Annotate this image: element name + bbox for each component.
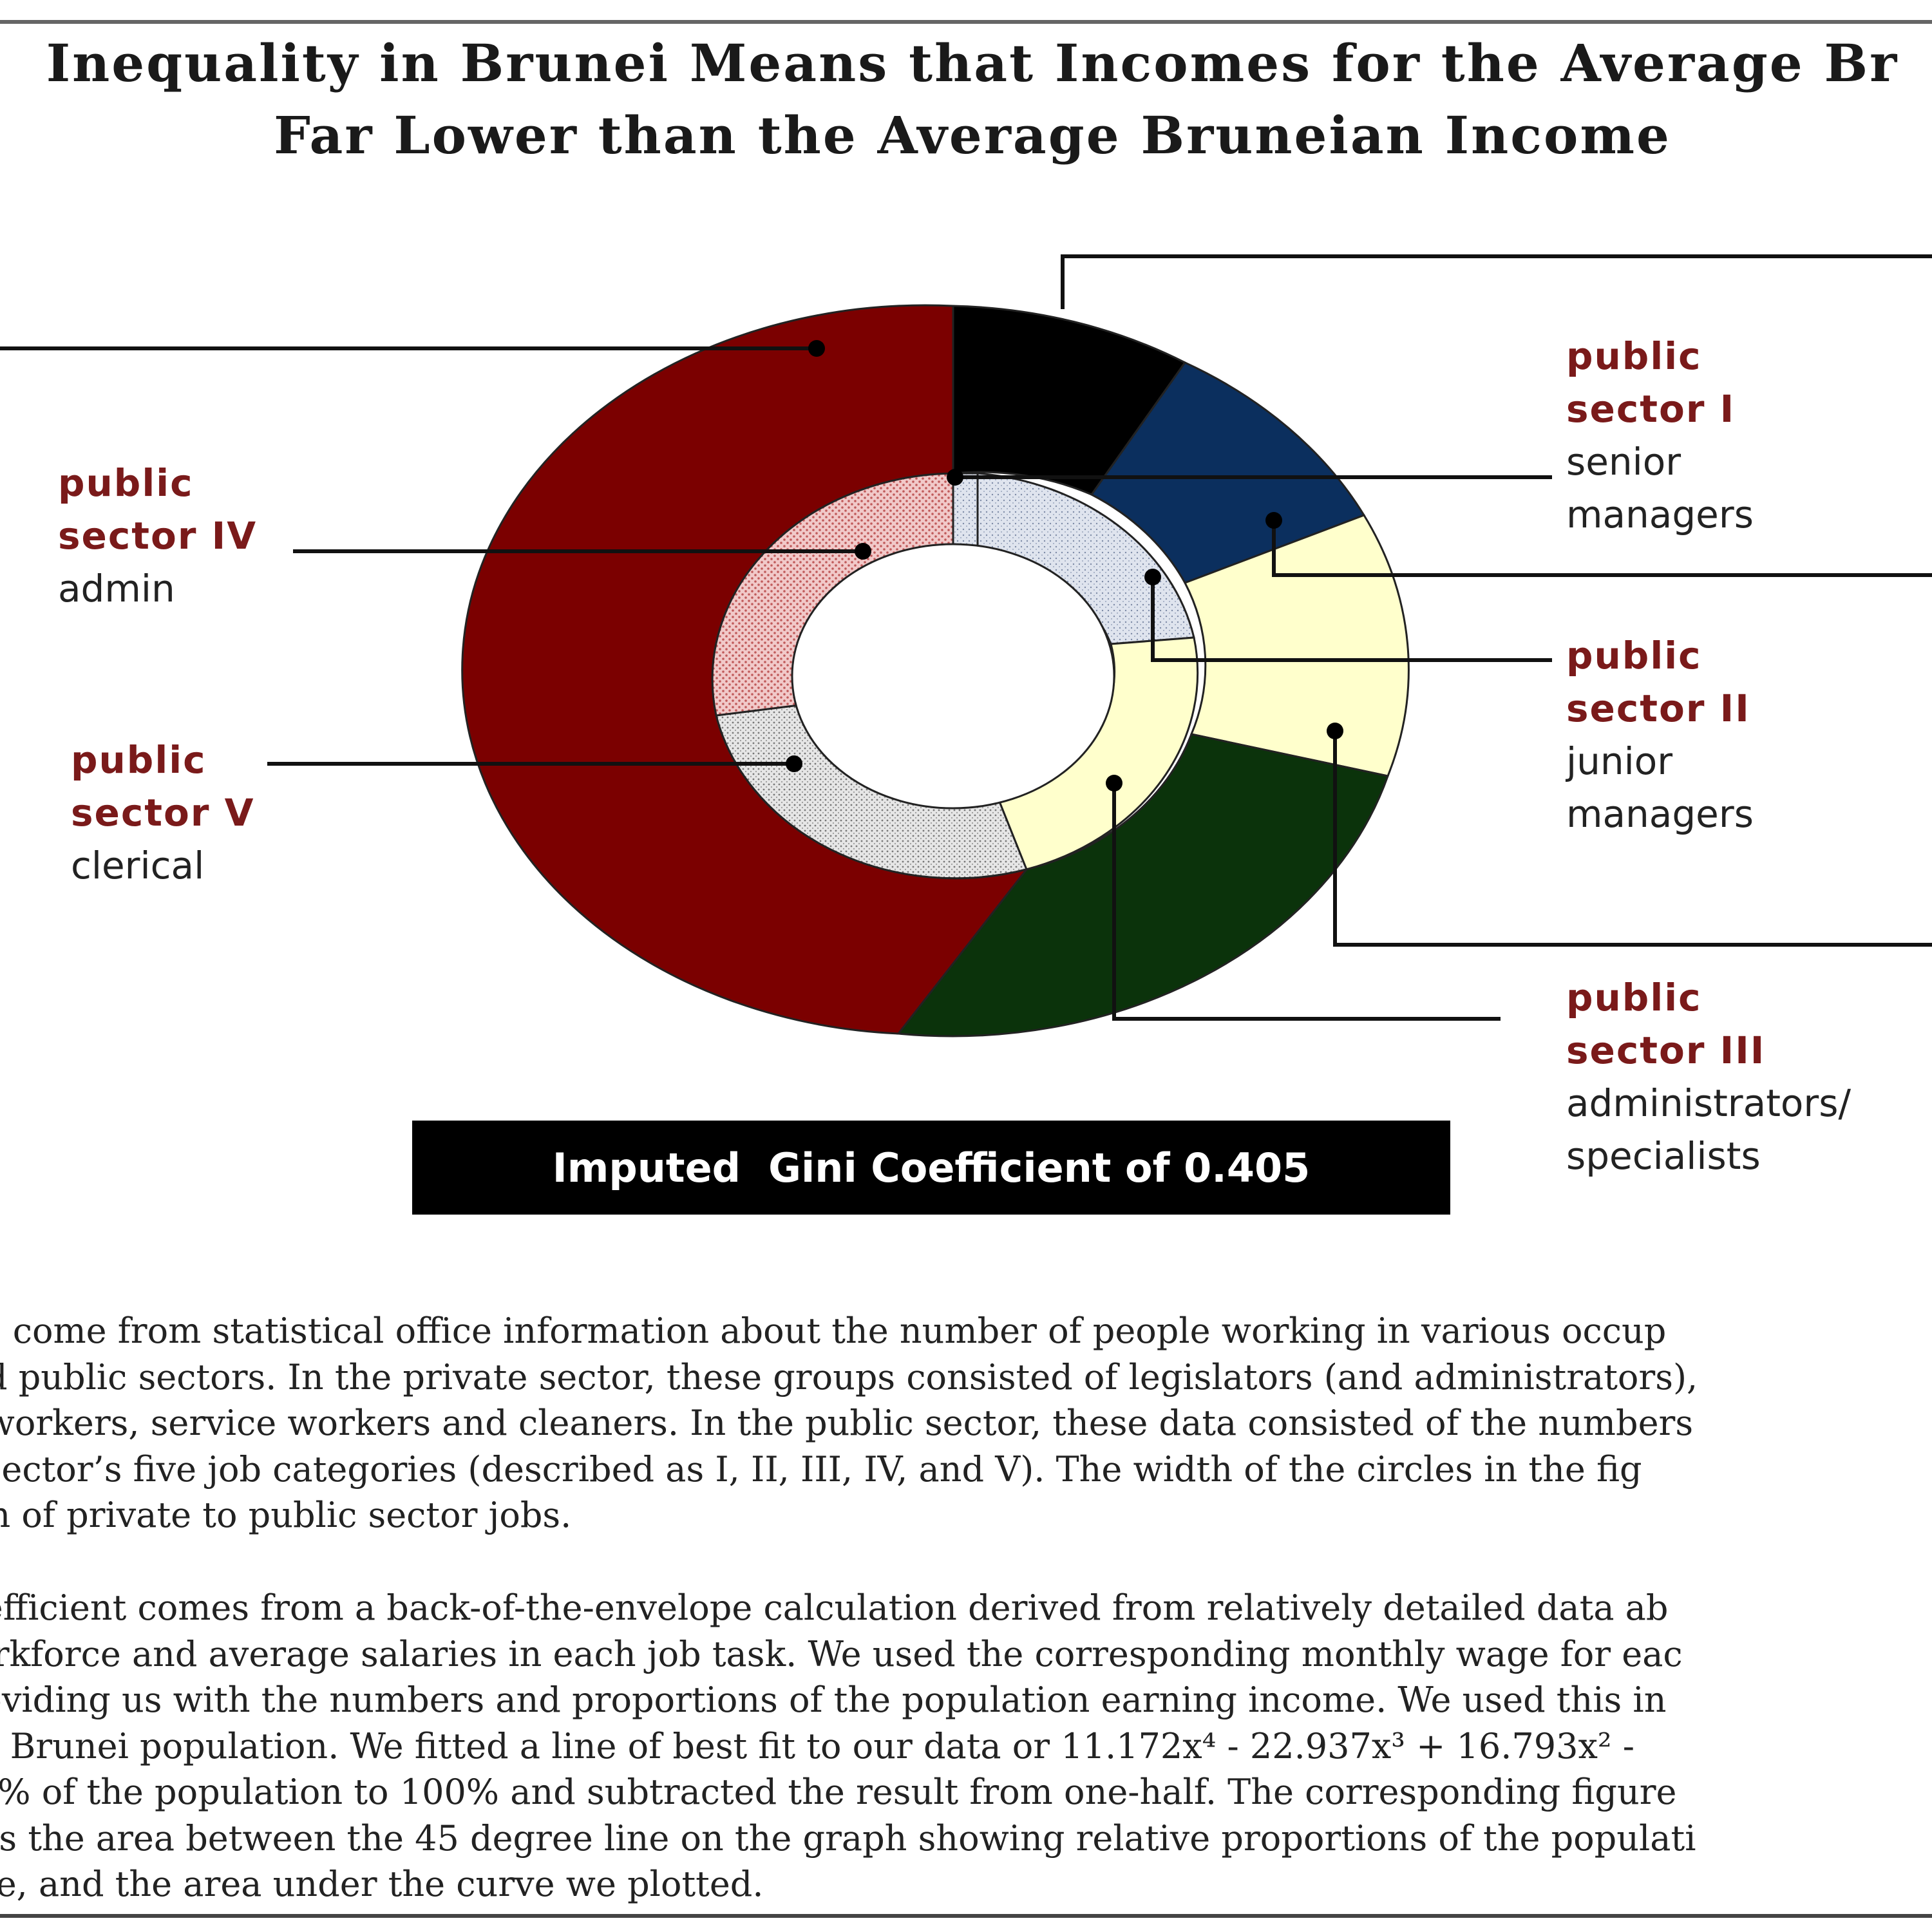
outer-slice-red bbox=[461, 304, 1029, 1035]
label-desc: senior bbox=[1566, 440, 1681, 484]
label-public-sector-i: public sector I senior managers bbox=[1566, 330, 1754, 541]
paragraph-line: providing us with the numbers and propor… bbox=[0, 1680, 1667, 1720]
label-group: sector II bbox=[1566, 687, 1750, 730]
label-group: sector IV bbox=[58, 514, 258, 558]
dot-sector-iii bbox=[1106, 775, 1122, 791]
paragraph-line: coefficient comes from a back-of-the-env… bbox=[0, 1587, 1669, 1628]
dot-outer-cream bbox=[1327, 723, 1343, 739]
label-group: sector I bbox=[1566, 387, 1736, 431]
outer-slice-cream bbox=[1183, 514, 1410, 777]
paragraph-2: coefficient comes from a back-of-the-env… bbox=[0, 1585, 1932, 1908]
leader-dots bbox=[786, 340, 1343, 791]
label-desc: managers bbox=[1566, 792, 1754, 836]
label-public-sector-iii: public sector III administrators/ specia… bbox=[1566, 971, 1851, 1182]
paragraph-line: workforce and average salaries in each j… bbox=[0, 1633, 1683, 1674]
label-desc: administrators/ bbox=[1566, 1081, 1852, 1125]
label-desc: admin bbox=[58, 567, 175, 611]
paragraph-line: ure come from statistical office informa… bbox=[0, 1311, 1667, 1351]
label-group: sector V bbox=[71, 791, 255, 835]
dot-sector-ii bbox=[1144, 569, 1161, 585]
dot-sector-v bbox=[786, 755, 802, 772]
label-desc: clerical bbox=[71, 844, 205, 887]
outer-slice-green bbox=[896, 733, 1389, 1037]
label-group: public bbox=[1566, 634, 1702, 677]
leader-private-top-right bbox=[1061, 254, 1932, 309]
paragraph-line: tion of private to public sector jobs. bbox=[0, 1495, 572, 1535]
leader-public-sector-ii bbox=[1151, 577, 1552, 662]
label-public-sector-iv: public sector IV admin bbox=[58, 457, 257, 615]
leader-lines bbox=[0, 254, 1932, 1021]
label-group: public bbox=[1566, 976, 1702, 1019]
leader-outer-blue bbox=[1272, 520, 1932, 577]
label-group: sector III bbox=[1566, 1028, 1766, 1072]
chart-title-line-2: Far Lower than the Average Bruneian Inco… bbox=[274, 105, 1671, 166]
label-public-sector-ii: public sector II junior managers bbox=[1566, 629, 1754, 840]
leader-outer-cream bbox=[1333, 731, 1932, 947]
label-group: public bbox=[71, 738, 207, 782]
paragraph-line: ents the area between the 45 degree line… bbox=[0, 1817, 1696, 1859]
dot-outer-blue bbox=[1265, 512, 1282, 529]
gini-coefficient-box: Imputed Gini Coefficient of 0.405 bbox=[412, 1121, 1450, 1215]
label-desc: managers bbox=[1566, 493, 1754, 536]
outer-ring bbox=[461, 304, 1410, 1037]
dot-private-left bbox=[808, 340, 825, 357]
paragraph-line: ome, and the area under the curve we plo… bbox=[0, 1864, 764, 1904]
dot-sector-iv bbox=[855, 543, 871, 560]
paragraph-line: n 0% of the population to 100% and subtr… bbox=[0, 1772, 1677, 1812]
label-desc: specialists bbox=[1566, 1134, 1761, 1178]
label-desc: junior bbox=[1566, 739, 1673, 783]
label-group: public bbox=[58, 461, 194, 505]
paragraph-line: ic sector’s five job categories (describ… bbox=[0, 1448, 1642, 1490]
label-public-sector-v: public sector V clerical bbox=[71, 734, 255, 892]
leader-public-sector-iii bbox=[1112, 783, 1501, 1021]
outer-slice-blue bbox=[1090, 361, 1366, 584]
paragraph-line: and public sectors. In the private secto… bbox=[0, 1356, 1698, 1397]
label-group: public bbox=[1566, 334, 1702, 378]
paragraph-1: ure come from statistical office informa… bbox=[0, 1308, 1932, 1539]
paragraph-line: al workers, service workers and cleaners… bbox=[0, 1403, 1694, 1443]
inner-slice-sector-i bbox=[952, 472, 979, 555]
dot-sector-i bbox=[947, 469, 963, 486]
paragraph-line: the Brunei population. We fitted a line … bbox=[0, 1725, 1634, 1766]
inner-hole bbox=[791, 543, 1115, 810]
chart-title-line-1: Inequality in Brunei Means that Incomes … bbox=[46, 33, 1899, 93]
